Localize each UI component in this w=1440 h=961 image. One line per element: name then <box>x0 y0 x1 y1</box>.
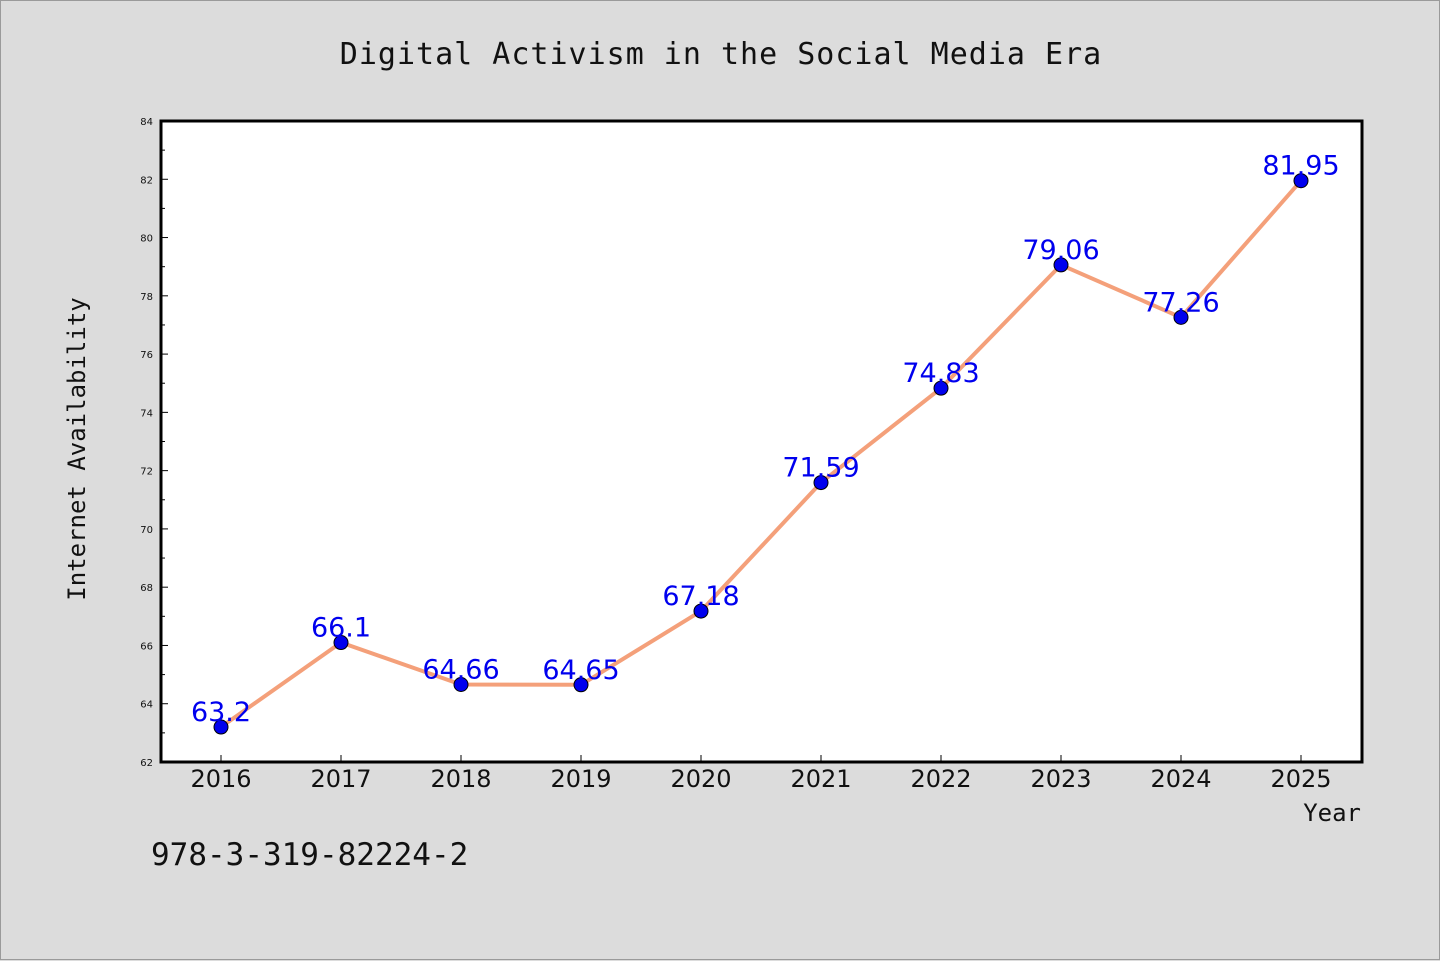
data-point-marker <box>1053 257 1069 273</box>
y-tick-label: 68 <box>140 583 153 594</box>
data-point-label: 64.65 <box>542 655 619 686</box>
plot-area <box>159 119 1364 764</box>
data-point-marker <box>813 475 829 491</box>
y-tick-label: 74 <box>140 408 153 419</box>
data-point-marker <box>1293 173 1309 189</box>
y-tick-label: 84 <box>140 117 153 128</box>
data-point-label: 64.66 <box>422 654 499 685</box>
data-point-label: 77.26 <box>1142 287 1219 318</box>
x-axis: 2016 2017 2018 2019 2020 2021 2022 2023 2024 2025 <box>190 755 1332 793</box>
data-labels: 63.2 66.1 64.66 64.65 67.18 71.59 74.83 79.06 77… <box>191 151 1340 728</box>
data-point-marker <box>213 719 229 735</box>
data-point-label: 71.59 <box>782 453 859 484</box>
x-tick-label: 2016 <box>190 765 251 793</box>
data-point-label: 63.2 <box>191 697 251 728</box>
data-point-label: 67.18 <box>662 581 739 612</box>
x-tick-label: 2020 <box>670 765 731 793</box>
y-tick-label: 72 <box>140 467 153 478</box>
x-tick-label: 2021 <box>790 765 851 793</box>
x-tick-label: 2025 <box>1270 765 1331 793</box>
x-tick-label: 2023 <box>1030 765 1091 793</box>
y-tick-label: 82 <box>140 175 153 186</box>
y-tick-label: 78 <box>140 292 153 303</box>
data-point-marker <box>933 380 949 396</box>
y-tick-label: 76 <box>140 350 153 361</box>
data-point-marker <box>573 677 589 693</box>
data-point-marker <box>453 676 469 692</box>
data-point-label: 66.1 <box>311 613 371 644</box>
x-tick-label: 2024 <box>1150 765 1211 793</box>
y-tick-label: 66 <box>140 641 153 652</box>
x-tick-label: 2022 <box>910 765 971 793</box>
y-axis: 62 64 66 68 70 72 74 76 78 80 82 84 <box>140 117 168 769</box>
data-point-marker <box>693 603 709 619</box>
y-tick-label: 64 <box>140 700 153 711</box>
data-point-label: 79.06 <box>1022 235 1099 266</box>
x-tick-label: 2017 <box>310 765 371 793</box>
series-line <box>219 179 1303 729</box>
footnote-isbn: 978-3-319-82224-2 <box>151 837 468 873</box>
y-tick-label: 80 <box>140 234 153 245</box>
data-point-label: 81.95 <box>1262 151 1339 182</box>
x-tick-label: 2018 <box>430 765 491 793</box>
y-axis-title: Internet Availability <box>63 297 91 600</box>
data-point-label: 74.83 <box>902 358 979 389</box>
y-tick-label: 70 <box>140 525 153 536</box>
x-tick-label: 2019 <box>550 765 611 793</box>
data-point-marker <box>333 635 349 651</box>
x-axis-title: Year <box>1303 799 1361 827</box>
chart-title: Digital Activism in the Social Media Era <box>340 37 1102 72</box>
series-markers <box>213 173 1309 735</box>
y-tick-label: 62 <box>140 758 153 769</box>
data-point-marker <box>1173 309 1189 325</box>
